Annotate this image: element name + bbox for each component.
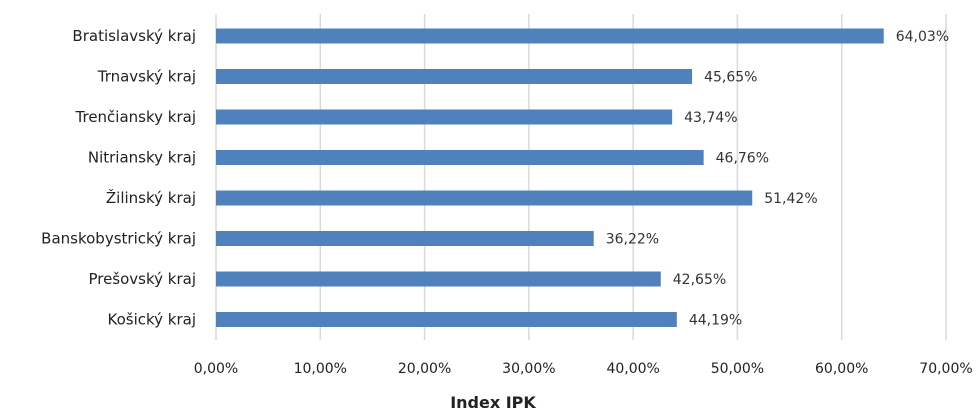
bar bbox=[216, 69, 693, 84]
data-label: 64,03% bbox=[896, 29, 949, 45]
category-label: Bratislavský kraj bbox=[72, 27, 196, 45]
category-label: Košický kraj bbox=[107, 311, 196, 329]
bar bbox=[216, 271, 661, 287]
category-label: Trnavský kraj bbox=[97, 68, 196, 86]
bars bbox=[216, 28, 884, 327]
bar bbox=[216, 28, 884, 44]
category-label: Trenčiansky kraj bbox=[75, 108, 196, 126]
x-tick-label: 20,00% bbox=[398, 361, 451, 377]
category-label: Nitriansky kraj bbox=[88, 149, 196, 167]
x-tick-label: 40,00% bbox=[606, 361, 659, 377]
category-label: Prešovský kraj bbox=[88, 270, 196, 288]
gridlines bbox=[215, 14, 947, 340]
data-labels: 64,03% 45,65% 43,74% 46,76% 51,42% 36,22% 42,6… bbox=[606, 29, 949, 329]
x-tick-label: 50,00% bbox=[711, 361, 764, 377]
data-label: 51,42% bbox=[764, 191, 817, 207]
bar bbox=[216, 190, 753, 206]
category-labels: Bratislavský kraj Trnavský kraj Trenčiansk… bbox=[41, 27, 196, 329]
bar bbox=[216, 312, 677, 327]
x-tick-label: 60,00% bbox=[815, 361, 868, 377]
x-tick-label: 10,00% bbox=[294, 361, 347, 377]
data-label: 42,65% bbox=[673, 272, 726, 288]
bar bbox=[216, 150, 704, 165]
data-label: 44,19% bbox=[689, 313, 742, 329]
category-label: Banskobystrický kraj bbox=[41, 230, 196, 248]
x-tick-label: 70,00% bbox=[919, 361, 972, 377]
category-label: Žilinský kraj bbox=[106, 188, 196, 207]
x-axis-title: Index IPK bbox=[450, 393, 536, 412]
x-tick-labels: 0,00% 10,00% 20,00% 30,00% 40,00% 50,00% 60,00… bbox=[194, 361, 973, 377]
data-label: 43,74% bbox=[684, 110, 737, 126]
data-label: 46,76% bbox=[716, 151, 769, 167]
x-tick-label: 30,00% bbox=[502, 361, 555, 377]
data-label: 45,65% bbox=[704, 70, 757, 86]
x-tick-label: 0,00% bbox=[194, 361, 238, 377]
bar bbox=[216, 109, 673, 125]
bar bbox=[216, 231, 594, 246]
data-label: 36,22% bbox=[606, 232, 659, 248]
